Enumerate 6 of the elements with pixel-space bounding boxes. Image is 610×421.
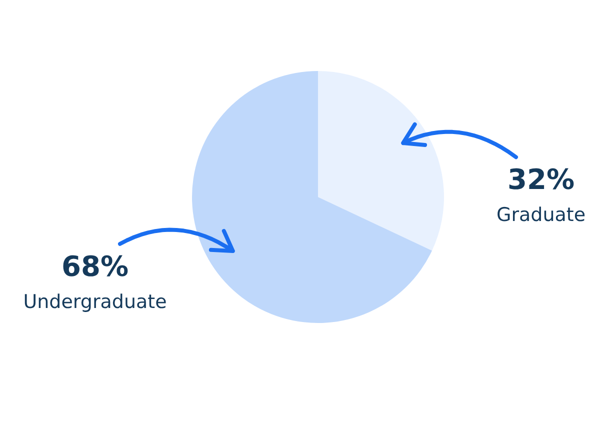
pie-slice: [318, 71, 444, 251]
slice-label: Undergraduate: [23, 290, 167, 313]
data-label: 32%: [507, 163, 575, 196]
data-label: 68%: [61, 250, 129, 283]
pie-slice: [192, 71, 432, 323]
slice-label: Graduate: [496, 204, 586, 226]
